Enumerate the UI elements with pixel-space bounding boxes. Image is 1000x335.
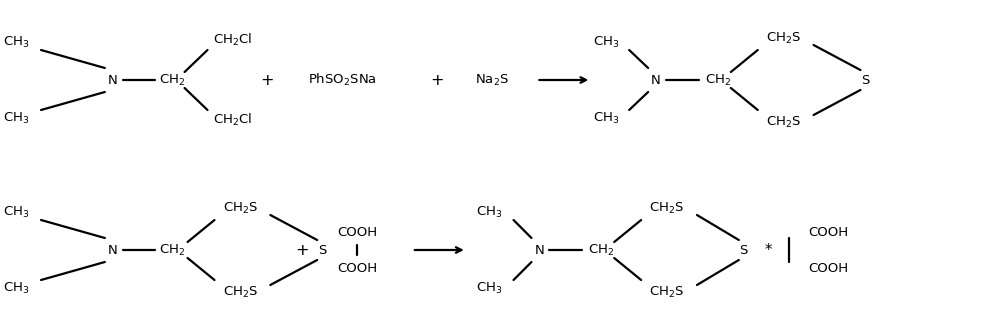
Text: $\mathregular{CH_2Cl}$: $\mathregular{CH_2Cl}$	[213, 32, 252, 48]
Text: $\mathregular{CH_2Cl}$: $\mathregular{CH_2Cl}$	[213, 112, 252, 128]
Text: $\mathregular{CH_2S}$: $\mathregular{CH_2S}$	[649, 284, 685, 299]
Text: $\mathregular{CH_2S}$: $\mathregular{CH_2S}$	[766, 30, 801, 46]
Text: $\mathregular{CH_3}$: $\mathregular{CH_3}$	[593, 35, 619, 50]
Text: S: S	[861, 73, 870, 86]
Text: $\mathregular{PhSO_2SNa}$: $\mathregular{PhSO_2SNa}$	[308, 72, 376, 88]
Text: $\mathregular{CH_2S}$: $\mathregular{CH_2S}$	[649, 200, 685, 215]
Text: $\mathregular{CH_2}$: $\mathregular{CH_2}$	[588, 243, 614, 258]
Text: $\mathregular{Na_2S}$: $\mathregular{Na_2S}$	[475, 72, 509, 87]
Text: COOH: COOH	[808, 225, 849, 239]
Text: $\mathregular{CH_2}$: $\mathregular{CH_2}$	[705, 72, 731, 87]
Text: +: +	[295, 243, 309, 258]
Text: COOH: COOH	[337, 262, 377, 274]
Text: $\mathregular{CH_3}$: $\mathregular{CH_3}$	[3, 111, 29, 126]
Text: $\mathregular{CH_3}$: $\mathregular{CH_3}$	[593, 111, 619, 126]
Text: COOH: COOH	[337, 225, 377, 239]
Text: $\mathregular{CH_3}$: $\mathregular{CH_3}$	[476, 280, 503, 295]
Text: $\mathregular{CH_2}$: $\mathregular{CH_2}$	[159, 243, 186, 258]
Text: N: N	[108, 73, 118, 86]
Text: S: S	[740, 244, 748, 257]
Text: $\mathregular{CH_3}$: $\mathregular{CH_3}$	[3, 280, 29, 295]
Text: $\mathregular{CH_2S}$: $\mathregular{CH_2S}$	[766, 115, 801, 130]
Text: COOH: COOH	[808, 262, 849, 274]
Text: N: N	[108, 244, 118, 257]
Text: S: S	[318, 244, 326, 257]
Text: +: +	[261, 72, 274, 87]
Text: N: N	[651, 73, 661, 86]
Text: $\mathregular{CH_2}$: $\mathregular{CH_2}$	[159, 72, 186, 87]
Text: $\mathregular{CH_3}$: $\mathregular{CH_3}$	[476, 204, 503, 219]
Text: $\mathregular{CH_3}$: $\mathregular{CH_3}$	[3, 35, 29, 50]
Text: $\mathregular{CH_2S}$: $\mathregular{CH_2S}$	[223, 200, 258, 215]
Text: *: *	[765, 243, 772, 258]
Text: N: N	[535, 244, 544, 257]
Text: $\mathregular{CH_3}$: $\mathregular{CH_3}$	[3, 204, 29, 219]
Text: $\mathregular{CH_2S}$: $\mathregular{CH_2S}$	[223, 284, 258, 299]
Text: +: +	[430, 72, 444, 87]
